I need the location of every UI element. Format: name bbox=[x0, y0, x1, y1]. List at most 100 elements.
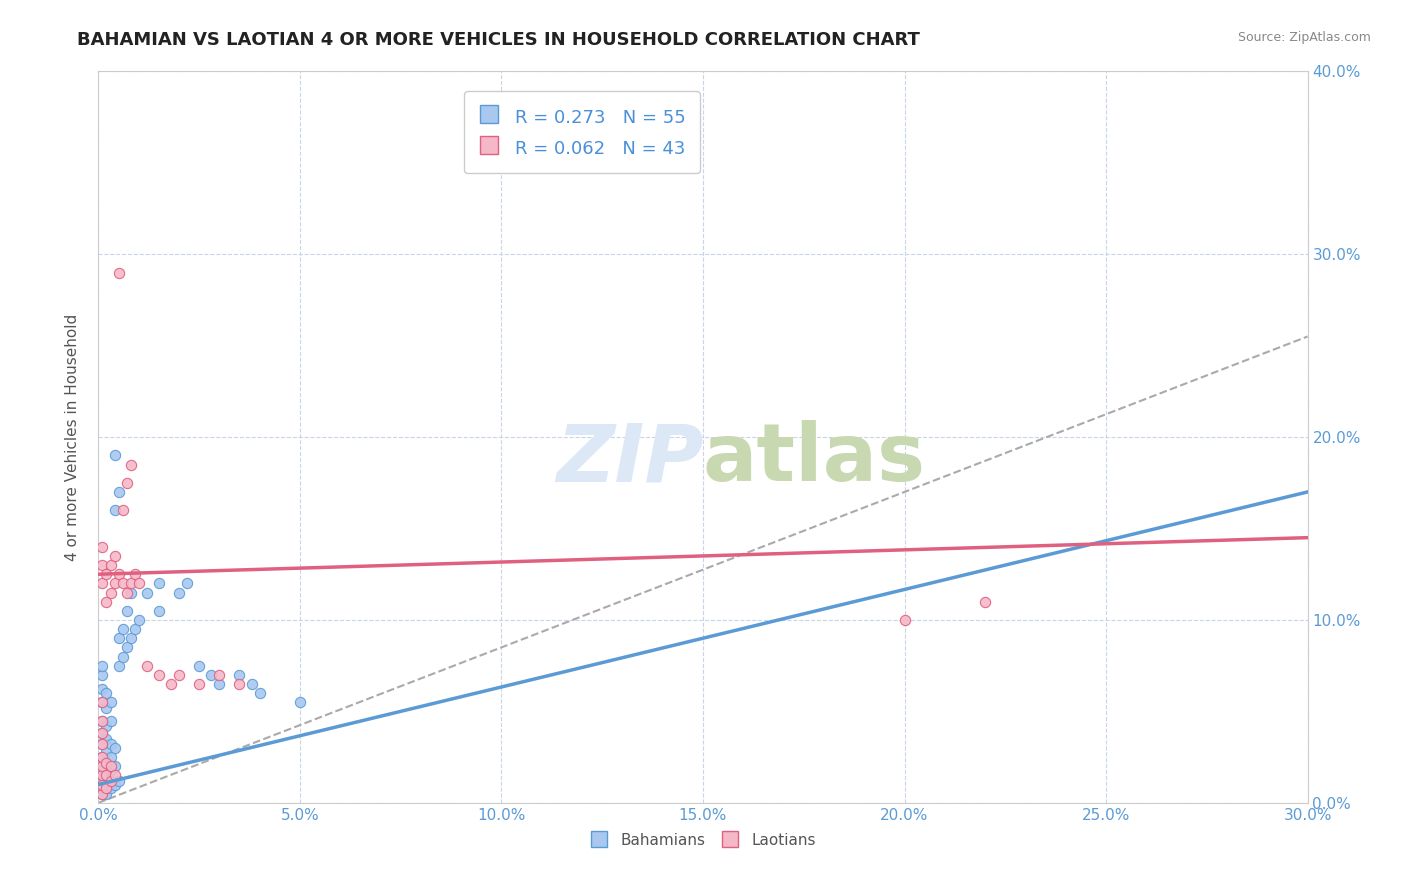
Point bbox=[148, 667, 170, 681]
Point bbox=[107, 266, 129, 280]
Point bbox=[91, 737, 114, 751]
Point bbox=[167, 585, 190, 599]
Point bbox=[100, 695, 122, 709]
Point bbox=[100, 750, 122, 764]
Point bbox=[288, 695, 311, 709]
Point bbox=[103, 740, 125, 755]
Point bbox=[107, 485, 129, 500]
Point bbox=[103, 503, 125, 517]
Point bbox=[120, 458, 142, 472]
Point bbox=[107, 632, 129, 646]
Point bbox=[111, 649, 134, 664]
Point bbox=[167, 667, 190, 681]
Point bbox=[96, 700, 118, 714]
Point bbox=[100, 759, 122, 773]
Point bbox=[115, 475, 138, 490]
Point bbox=[91, 682, 114, 697]
Point bbox=[107, 773, 129, 788]
Point bbox=[200, 667, 222, 681]
Point bbox=[96, 781, 118, 796]
Point bbox=[103, 576, 125, 591]
Point bbox=[111, 576, 134, 591]
Text: ZIP: ZIP bbox=[555, 420, 703, 498]
Point bbox=[124, 622, 146, 636]
Point bbox=[91, 773, 114, 788]
Point bbox=[228, 677, 250, 691]
Point bbox=[91, 737, 114, 751]
Point bbox=[96, 787, 118, 801]
Text: BAHAMIAN VS LAOTIAN 4 OR MORE VEHICLES IN HOUSEHOLD CORRELATION CHART: BAHAMIAN VS LAOTIAN 4 OR MORE VEHICLES I… bbox=[77, 31, 920, 49]
Point bbox=[128, 613, 150, 627]
Point bbox=[249, 686, 271, 700]
Point bbox=[91, 558, 114, 573]
Point bbox=[120, 576, 142, 591]
Point bbox=[100, 585, 122, 599]
Point bbox=[240, 677, 263, 691]
Point bbox=[128, 576, 150, 591]
Point bbox=[96, 756, 118, 770]
Point bbox=[124, 567, 146, 582]
Point bbox=[91, 540, 114, 554]
Point bbox=[100, 714, 122, 728]
Point bbox=[91, 576, 114, 591]
Point bbox=[176, 576, 198, 591]
Point bbox=[91, 695, 114, 709]
Point bbox=[103, 549, 125, 563]
Point bbox=[188, 658, 211, 673]
Point bbox=[96, 567, 118, 582]
Point bbox=[135, 585, 157, 599]
Point bbox=[111, 503, 134, 517]
Point bbox=[96, 594, 118, 608]
Point bbox=[115, 604, 138, 618]
Point bbox=[893, 613, 915, 627]
Point bbox=[100, 737, 122, 751]
Point bbox=[103, 778, 125, 792]
Point bbox=[91, 726, 114, 740]
Point bbox=[103, 759, 125, 773]
Point bbox=[91, 768, 114, 782]
Point bbox=[974, 594, 997, 608]
Point bbox=[96, 745, 118, 759]
Point bbox=[91, 658, 114, 673]
Point bbox=[100, 773, 122, 788]
Point bbox=[107, 567, 129, 582]
Point bbox=[120, 632, 142, 646]
Text: atlas: atlas bbox=[703, 420, 927, 498]
Point bbox=[188, 677, 211, 691]
Point bbox=[135, 658, 157, 673]
Point bbox=[100, 558, 122, 573]
Point bbox=[91, 667, 114, 681]
Point bbox=[91, 759, 114, 773]
Point bbox=[91, 778, 114, 792]
Point bbox=[96, 768, 118, 782]
Point bbox=[96, 731, 118, 746]
Point bbox=[160, 677, 183, 691]
Point bbox=[228, 667, 250, 681]
Y-axis label: 4 or more Vehicles in Household: 4 or more Vehicles in Household bbox=[65, 313, 80, 561]
Point bbox=[91, 714, 114, 728]
Point bbox=[91, 714, 114, 728]
Point bbox=[91, 695, 114, 709]
Point bbox=[100, 781, 122, 796]
Point bbox=[91, 750, 114, 764]
Point bbox=[91, 787, 114, 801]
Point bbox=[91, 726, 114, 740]
Point bbox=[103, 448, 125, 462]
Point bbox=[96, 756, 118, 770]
Point bbox=[148, 604, 170, 618]
Point bbox=[115, 640, 138, 655]
Point bbox=[115, 585, 138, 599]
Point bbox=[91, 787, 114, 801]
Text: Source: ZipAtlas.com: Source: ZipAtlas.com bbox=[1237, 31, 1371, 45]
Point bbox=[96, 719, 118, 733]
Point bbox=[91, 750, 114, 764]
Point bbox=[107, 658, 129, 673]
Point bbox=[91, 763, 114, 777]
Point bbox=[96, 686, 118, 700]
Legend: Bahamians, Laotians: Bahamians, Laotians bbox=[583, 827, 823, 854]
Point bbox=[103, 768, 125, 782]
Point bbox=[96, 768, 118, 782]
Point bbox=[100, 763, 122, 777]
Point bbox=[120, 585, 142, 599]
Point bbox=[208, 677, 231, 691]
